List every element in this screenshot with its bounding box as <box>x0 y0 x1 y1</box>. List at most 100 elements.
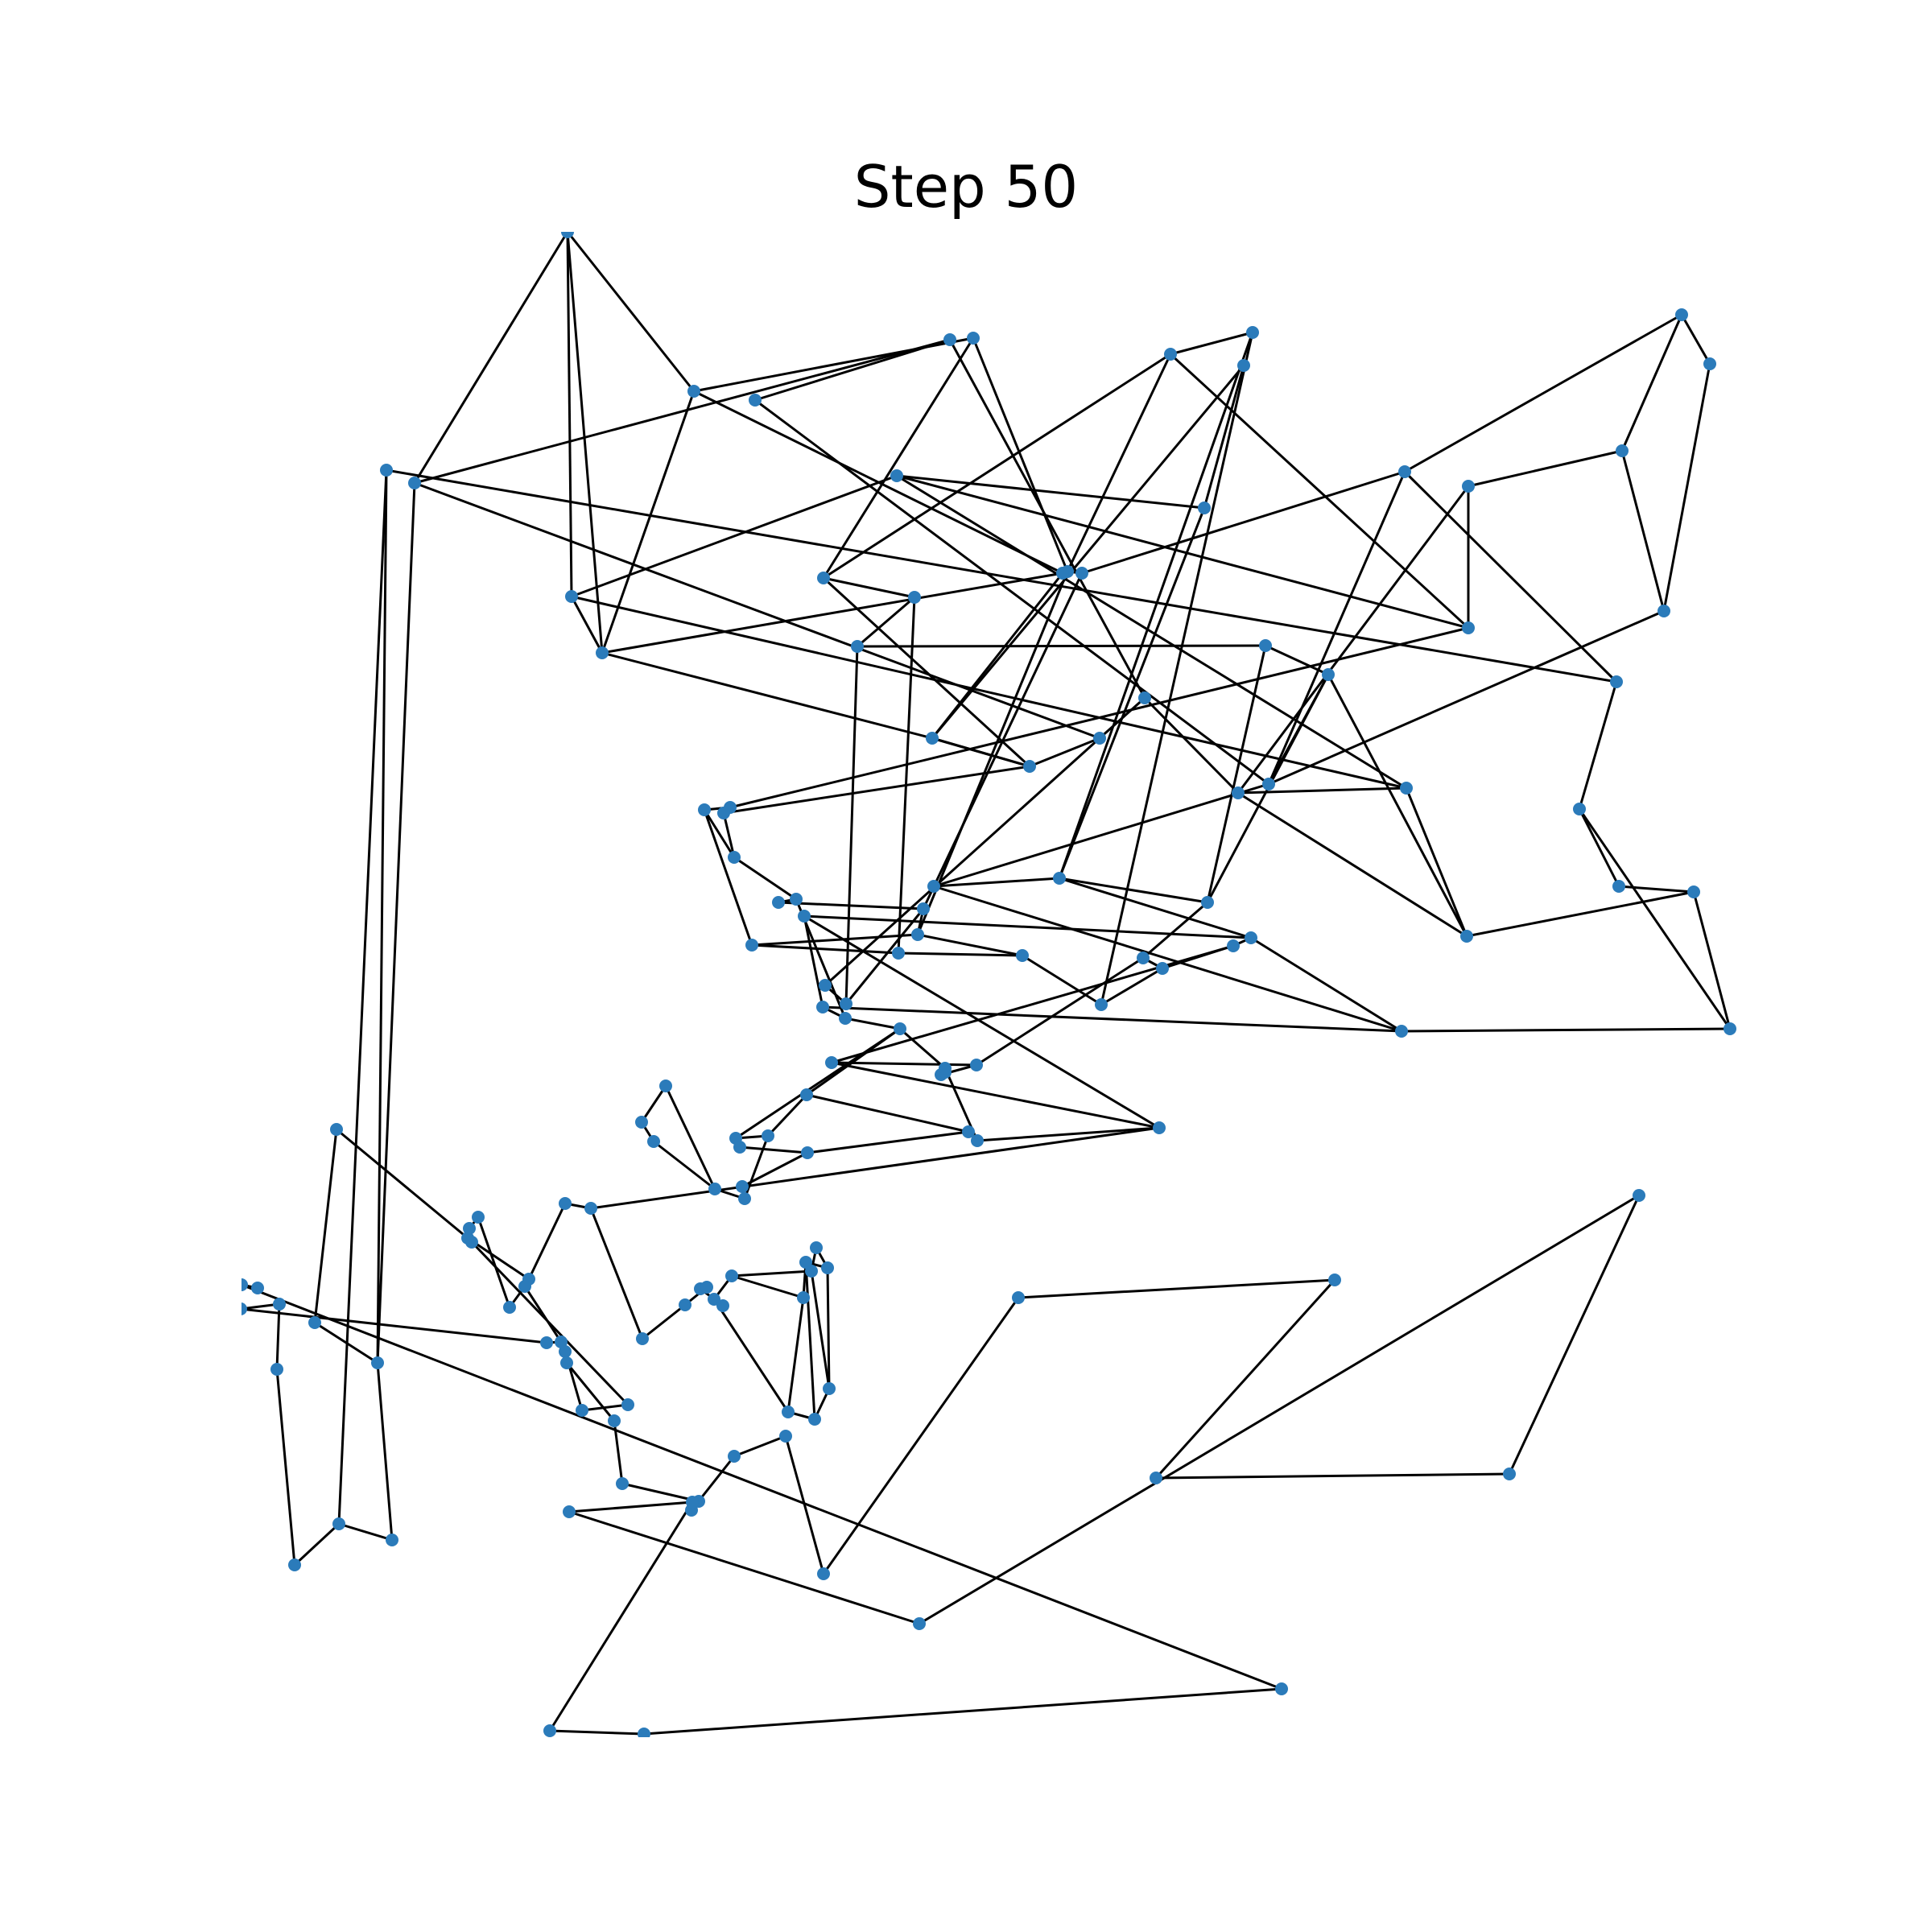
graph-node <box>733 1141 746 1154</box>
graph-edge <box>242 1307 547 1344</box>
graph-node <box>1328 1274 1341 1286</box>
graph-node <box>330 1123 343 1136</box>
graph-edge <box>735 1027 901 1140</box>
graph-node <box>559 1345 572 1358</box>
graph-edge <box>1100 332 1254 1005</box>
graph-edge <box>1267 471 1406 785</box>
graph-node <box>800 1088 813 1101</box>
graph-node <box>540 1336 553 1349</box>
graph-edge <box>1680 314 1711 365</box>
graph-node <box>819 979 832 992</box>
graph-edge <box>1154 1278 1336 1480</box>
graph-node <box>608 1414 621 1427</box>
graph-edge <box>470 1241 630 1406</box>
graph-node <box>1616 444 1629 457</box>
graph-node <box>1053 872 1066 885</box>
graph-edge <box>933 782 1269 888</box>
graph-node <box>576 1404 588 1417</box>
graph-node <box>584 1202 597 1215</box>
graph-node <box>1137 952 1150 964</box>
graph-edge <box>1578 681 1618 810</box>
graph-node <box>892 947 905 960</box>
graph-edge <box>1466 890 1695 938</box>
graph-node <box>971 1134 984 1147</box>
graph-edge <box>722 812 736 858</box>
graph-edge <box>643 1687 1282 1736</box>
graph-edge <box>806 1093 969 1133</box>
graph-edge <box>414 481 1100 740</box>
graph-node <box>1164 348 1177 361</box>
graph-edge <box>712 1298 790 1413</box>
graph-edge <box>743 1135 770 1199</box>
graph-edge <box>413 232 569 484</box>
graph-edge <box>1618 885 1695 894</box>
graph-edge <box>1405 787 1468 937</box>
graph-node <box>725 1269 738 1282</box>
graph-node <box>1322 668 1335 681</box>
graph-node <box>647 1135 660 1148</box>
graph-node <box>927 880 940 893</box>
graph-node <box>1227 939 1240 952</box>
graph-edge <box>548 1501 694 1732</box>
graph-edge <box>376 469 388 1364</box>
graph-edge <box>1169 353 1470 630</box>
graph-edge <box>376 1362 394 1541</box>
graph-edge <box>571 595 1407 790</box>
graph-node <box>270 1363 283 1376</box>
graph-edge <box>766 1093 808 1137</box>
graph-node <box>380 464 393 477</box>
graph-edge <box>919 1194 1640 1625</box>
graph-edge <box>1170 331 1253 356</box>
graph-edge <box>733 1435 786 1458</box>
graph-edge <box>589 1208 644 1340</box>
graph-node <box>1657 605 1670 617</box>
graph-node <box>851 640 864 653</box>
graph-node <box>823 1382 836 1395</box>
graph-edge <box>571 474 898 598</box>
graph-edge <box>336 1128 469 1240</box>
graph-edge <box>1508 1195 1641 1475</box>
graph-node <box>559 1197 572 1210</box>
graph-edge <box>731 1269 812 1278</box>
graph-node <box>917 902 930 915</box>
graph-node <box>251 1282 264 1294</box>
graph-edge <box>314 1321 378 1364</box>
graph-edge <box>822 1005 1402 1033</box>
graph-node <box>308 1316 321 1329</box>
graph-edge <box>376 482 416 1364</box>
graph-edge <box>917 933 1023 957</box>
graph-node <box>463 1222 476 1235</box>
graph-edge <box>1142 901 1208 960</box>
graph-node <box>808 1413 821 1426</box>
graph-edge <box>1401 1027 1731 1033</box>
graph-edge <box>831 1061 977 1067</box>
graph-edge <box>338 1522 393 1542</box>
graph-node <box>1232 786 1245 799</box>
graph-node <box>1198 502 1211 514</box>
graph-edge <box>601 572 1063 654</box>
graph-edge <box>741 1151 808 1188</box>
graph-node <box>686 1496 699 1509</box>
graph-node <box>717 807 730 819</box>
graph-edge <box>1206 645 1267 903</box>
graph-edge <box>931 572 1064 739</box>
graph-node <box>939 1062 952 1075</box>
graph-node <box>1237 359 1250 372</box>
graph-edge <box>1059 877 1252 939</box>
graph-node <box>962 1125 975 1138</box>
graph-node <box>563 1505 576 1518</box>
graph-edge <box>896 474 1407 790</box>
graph-edge <box>313 1129 338 1323</box>
graph-node <box>1400 782 1413 795</box>
graph-edge <box>1250 936 1402 1033</box>
graph-node <box>1395 1025 1408 1038</box>
graph-node <box>698 803 711 816</box>
graph-node <box>894 1022 906 1035</box>
graph-edges <box>242 232 1732 1736</box>
graph-edge <box>640 1085 667 1123</box>
graph-node <box>659 1080 672 1092</box>
graph-node <box>797 1291 810 1304</box>
graph-node <box>635 1116 648 1129</box>
graph-edge <box>590 1126 1160 1210</box>
graph-edge <box>751 943 899 955</box>
